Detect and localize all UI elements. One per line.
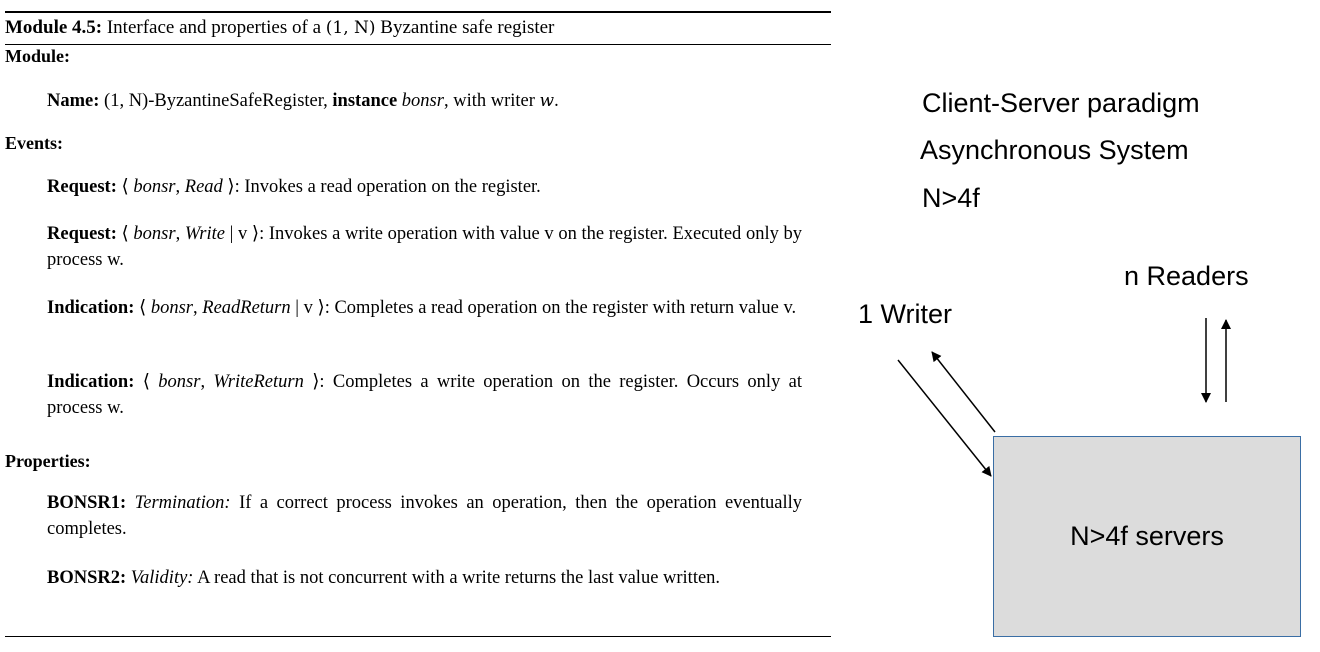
event-instance: bonsr [150,298,194,318]
property-desc: A read that is not concurrent with a wri… [193,568,721,588]
properties-heading: Properties: [5,451,91,471]
title-pre: Interface and properties of a [102,17,326,38]
event-sep: , [200,372,214,392]
event-open: ⟨ [116,177,134,197]
event-instance: bonsr [158,372,201,392]
event-sep: , [175,224,185,244]
event-name: WriteReturn [213,372,304,392]
name-line: Name: (1, N)-ByzantineSafeRegister, inst… [47,88,802,114]
property-item: BONSR2: Validity: A read that is not con… [47,565,802,591]
name-math: (1, N) [104,91,149,111]
writer-label: 1 Writer [858,299,953,329]
event-item: Indication: ⟨ bonsr, WriteReturn ⟩: Comp… [47,369,802,421]
event-arg: | v [290,298,313,318]
event-name: ReadReturn [202,298,291,318]
servers-box: N>4f servers [993,436,1301,637]
event-item: Request: ⟨ bonsr, Read ⟩: Invokes a read… [47,174,802,200]
event-sep: , [175,177,185,197]
property-id: BONSR2: [47,568,127,588]
name-text1: -ByzantineSafeRegister, [148,91,333,111]
writer-reply-arrow [931,351,996,433]
event-desc: : Completes a read operation on the regi… [324,298,797,318]
event-label: Request: [47,177,117,197]
name-end: . [554,91,559,111]
event-label: Request: [47,224,117,244]
arrows [897,318,1231,477]
readers-label: n Readers [1124,261,1249,291]
event-desc: : Completes a write operation on the reg… [47,372,803,418]
property-name: Validity: [130,568,194,588]
event-close: ⟩ [222,177,235,197]
event-item: Request: ⟨ bonsr, Write | v ⟩: Invokes a… [47,221,802,273]
servers-label: N>4f servers [1070,521,1224,551]
name-text2: , with writer [443,91,540,111]
event-item: Indication: ⟨ bonsr, ReadReturn | v ⟩: C… [47,295,802,321]
title-math: (1, N) [325,18,376,38]
module-title: Module 4.5: Interface and properties of … [5,13,831,45]
module-heading: Module: [5,46,70,66]
event-name: Write [184,224,225,244]
event-instance: bonsr [133,177,176,197]
event-desc: : Invokes a write operation with value v… [47,224,802,270]
module-box: Module 4.5: Interface and properties of … [5,11,831,45]
writer-request-arrow [897,359,992,477]
property-desc: If a correct process invokes an operatio… [47,493,803,539]
event-open: ⟨ [116,224,134,244]
event-instance: bonsr [133,224,176,244]
property-item: BONSR1: Termination: If a correct proces… [47,490,802,542]
event-close: ⟩ [303,372,320,392]
event-arg: | v [224,224,248,244]
event-label: Indication: [47,372,135,392]
name-label: Name: [47,91,100,111]
property-name: Termination: [134,493,231,513]
event-label: Indication: [47,298,135,318]
module-number: Module 4.5: [5,17,103,38]
event-open: ⟨ [134,372,159,392]
paradigm-label: Client-Server paradigm [922,88,1200,118]
bottom-rule [5,636,831,637]
event-close: ⟩ [312,298,325,318]
name-bonsr: bonsr [401,91,444,111]
event-close: ⟩ [247,224,260,244]
system-label: Asynchronous System [920,135,1189,165]
title-post: Byzantine safe register [375,17,555,38]
name-instance: instance [332,91,398,111]
events-heading: Events: [5,133,63,153]
name-w: w [539,91,555,111]
client-server-diagram: Client-Server paradigm Asynchronous Syst… [840,0,1320,652]
fault-bound-label: N>4f [922,183,980,213]
event-desc: : Invokes a read operation on the regist… [234,177,541,197]
property-id: BONSR1: [47,493,127,513]
event-open: ⟨ [134,298,151,318]
event-name: Read [184,177,223,197]
event-sep: , [193,298,203,318]
